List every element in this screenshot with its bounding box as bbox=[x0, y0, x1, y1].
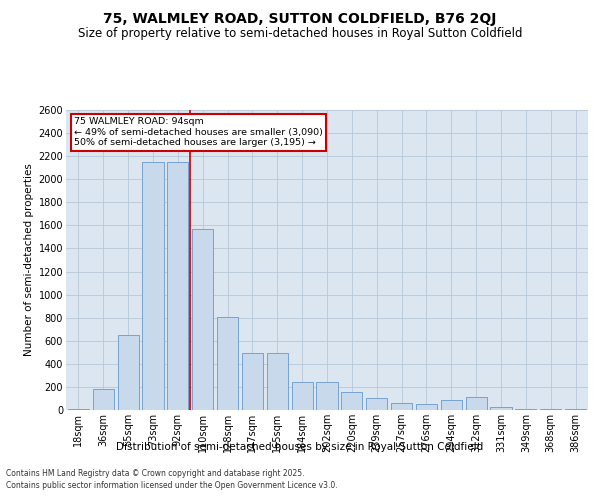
Bar bbox=[391, 403, 412, 410]
Bar bbox=[316, 382, 338, 410]
Bar bbox=[366, 398, 387, 410]
Bar bbox=[416, 404, 437, 410]
Y-axis label: Number of semi-detached properties: Number of semi-detached properties bbox=[25, 164, 34, 356]
Bar bbox=[292, 382, 313, 410]
Text: Contains HM Land Registry data © Crown copyright and database right 2025.: Contains HM Land Registry data © Crown c… bbox=[6, 468, 305, 477]
Bar bbox=[167, 162, 188, 410]
Bar bbox=[341, 392, 362, 410]
Bar bbox=[142, 162, 164, 410]
Text: Size of property relative to semi-detached houses in Royal Sutton Coldfield: Size of property relative to semi-detach… bbox=[78, 28, 522, 40]
Bar bbox=[490, 406, 512, 410]
Text: 75, WALMLEY ROAD, SUTTON COLDFIELD, B76 2QJ: 75, WALMLEY ROAD, SUTTON COLDFIELD, B76 … bbox=[103, 12, 497, 26]
Text: Distribution of semi-detached houses by size in Royal Sutton Coldfield: Distribution of semi-detached houses by … bbox=[116, 442, 484, 452]
Bar bbox=[441, 400, 462, 410]
Bar bbox=[466, 398, 487, 410]
Text: Contains public sector information licensed under the Open Government Licence v3: Contains public sector information licen… bbox=[6, 481, 338, 490]
Bar bbox=[267, 354, 288, 410]
Bar bbox=[515, 409, 536, 410]
Bar bbox=[118, 335, 139, 410]
Bar bbox=[217, 316, 238, 410]
Text: 75 WALMLEY ROAD: 94sqm
← 49% of semi-detached houses are smaller (3,090)
50% of : 75 WALMLEY ROAD: 94sqm ← 49% of semi-det… bbox=[74, 118, 323, 148]
Bar bbox=[93, 389, 114, 410]
Bar bbox=[192, 229, 213, 410]
Bar bbox=[242, 354, 263, 410]
